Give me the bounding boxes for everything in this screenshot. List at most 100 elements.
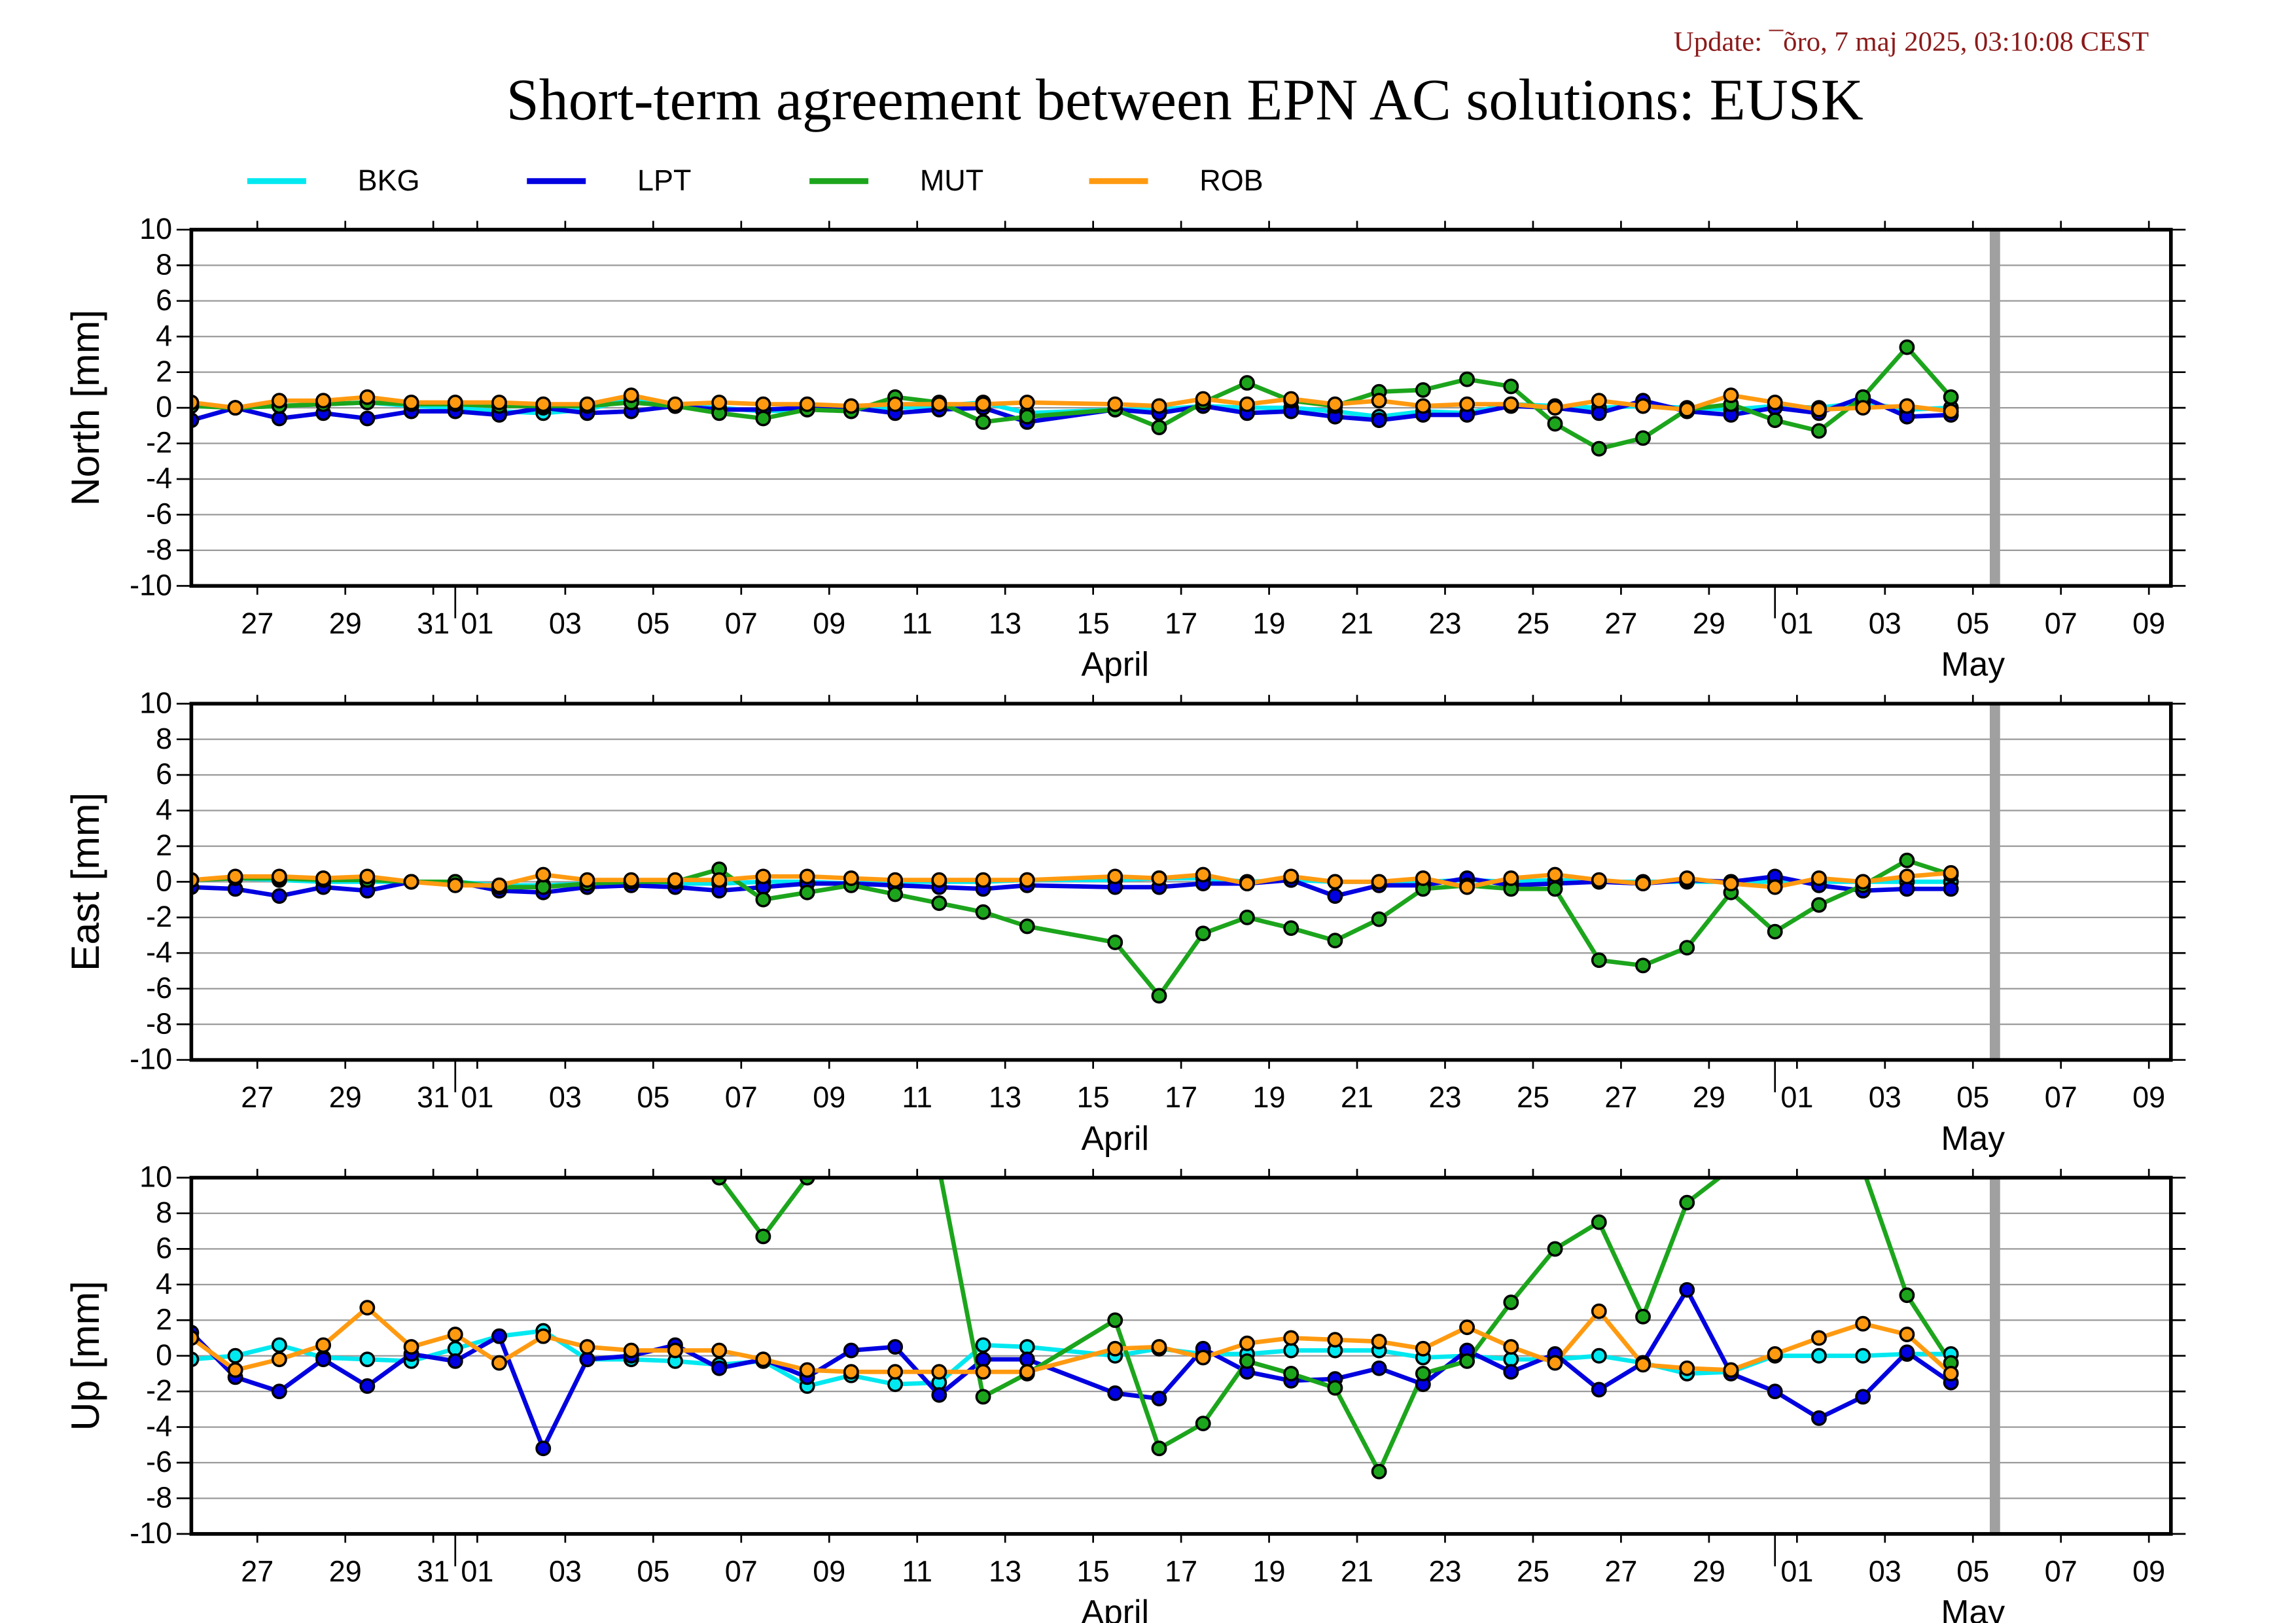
data-point xyxy=(403,395,419,410)
x-tick-label: 19 xyxy=(1253,1080,1286,1114)
x-tick-label: 01 xyxy=(1780,1080,1813,1114)
x-tick-label: 21 xyxy=(1341,607,1373,640)
data-point xyxy=(1635,398,1651,414)
data-point xyxy=(1635,876,1651,892)
data-point xyxy=(887,1339,904,1355)
x-tick-label: 01 xyxy=(461,1554,493,1588)
data-point xyxy=(1635,1308,1651,1325)
data-point xyxy=(755,1351,771,1368)
data-point xyxy=(1371,1463,1387,1480)
data-point xyxy=(931,872,947,888)
data-point xyxy=(931,1387,947,1403)
data-point xyxy=(447,1327,463,1342)
data-point xyxy=(1327,888,1343,904)
y-tick-label: 6 xyxy=(156,283,172,317)
data-point xyxy=(491,395,507,410)
series-line xyxy=(191,393,1952,414)
data-point xyxy=(843,398,859,414)
data-point xyxy=(1811,423,1827,439)
data-point xyxy=(491,877,507,893)
data-point xyxy=(711,1360,728,1376)
x-tick-label: 21 xyxy=(1341,1080,1373,1114)
series-group xyxy=(191,339,1959,457)
data-point xyxy=(1459,1319,1475,1336)
data-point xyxy=(887,886,904,902)
data-point xyxy=(667,1342,683,1359)
y-tick-label: 2 xyxy=(156,355,172,388)
data-point xyxy=(1591,1382,1607,1398)
data-point xyxy=(271,1337,287,1353)
x-tick-label: 15 xyxy=(1077,1080,1110,1114)
y-tick-label: 2 xyxy=(156,1302,172,1336)
x-tick-label: 09 xyxy=(2132,607,2165,640)
y-tick-label: 4 xyxy=(156,319,172,352)
data-point xyxy=(1151,1391,1167,1406)
y-tick-label: -10 xyxy=(130,1516,172,1550)
month-label: May xyxy=(1941,645,2005,683)
data-point xyxy=(1195,1349,1211,1366)
x-tick-label: 25 xyxy=(1517,1080,1549,1114)
data-point xyxy=(1899,1344,1915,1361)
data-point xyxy=(1459,1353,1475,1369)
data-point xyxy=(1459,879,1475,895)
data-point xyxy=(1679,870,1695,886)
data-point xyxy=(1899,339,1915,355)
series-group xyxy=(191,852,1959,1004)
x-tick-label: 03 xyxy=(1869,1080,1901,1114)
x-tick-label: 05 xyxy=(637,1554,669,1588)
data-point xyxy=(975,396,991,412)
y-tick-label: 6 xyxy=(156,757,172,791)
data-point xyxy=(271,1383,287,1400)
data-point xyxy=(1503,870,1519,886)
data-point xyxy=(1107,868,1123,885)
data-point xyxy=(1943,403,1959,419)
y-tick-label: -8 xyxy=(146,1481,172,1514)
data-point xyxy=(1107,396,1123,412)
data-point xyxy=(623,872,639,888)
data-point xyxy=(579,1351,595,1368)
data-point xyxy=(1767,1383,1783,1400)
data-point xyxy=(1239,1335,1255,1351)
data-point xyxy=(799,1362,815,1378)
x-tick-label: 31 xyxy=(417,1080,450,1114)
data-point xyxy=(1019,918,1035,935)
data-point xyxy=(1591,1214,1607,1230)
data-point xyxy=(1547,1241,1563,1257)
data-point xyxy=(1503,1339,1519,1355)
data-point xyxy=(359,868,376,885)
data-point xyxy=(315,870,332,886)
x-tick-label: 07 xyxy=(2045,1080,2077,1114)
data-point xyxy=(799,396,815,412)
x-tick-label: 17 xyxy=(1165,607,1197,640)
data-point xyxy=(1019,408,1035,425)
data-point xyxy=(1019,1351,1035,1368)
data-point xyxy=(711,872,728,888)
x-tick-label: 05 xyxy=(1956,607,1989,640)
series-group xyxy=(191,1177,1959,1480)
data-point xyxy=(667,396,683,412)
data-point xyxy=(1943,1365,1959,1382)
month-label: May xyxy=(1941,1593,2005,1623)
x-tick-label: 03 xyxy=(549,1080,582,1114)
y-tick-label: -6 xyxy=(146,1445,172,1478)
data-point xyxy=(1899,1287,1915,1304)
data-point xyxy=(623,1342,639,1359)
data-point xyxy=(1635,430,1651,446)
data-point xyxy=(843,870,859,886)
y-tick-label: -4 xyxy=(146,935,172,969)
data-point xyxy=(1591,1303,1607,1319)
data-point xyxy=(843,1342,859,1359)
x-tick-label: 03 xyxy=(1869,607,1901,640)
data-point xyxy=(1239,375,1255,391)
data-point xyxy=(1239,909,1255,925)
y-axis-label: Up [mm] xyxy=(63,1281,107,1431)
y-tick-label: 8 xyxy=(156,247,172,281)
y-tick-label: -2 xyxy=(146,900,172,933)
data-point xyxy=(887,872,904,888)
data-point xyxy=(1811,897,1827,913)
date-marker xyxy=(1990,1177,2000,1534)
x-tick-label: 29 xyxy=(1693,607,1725,640)
data-point xyxy=(1503,1364,1519,1380)
data-point xyxy=(887,1376,904,1393)
